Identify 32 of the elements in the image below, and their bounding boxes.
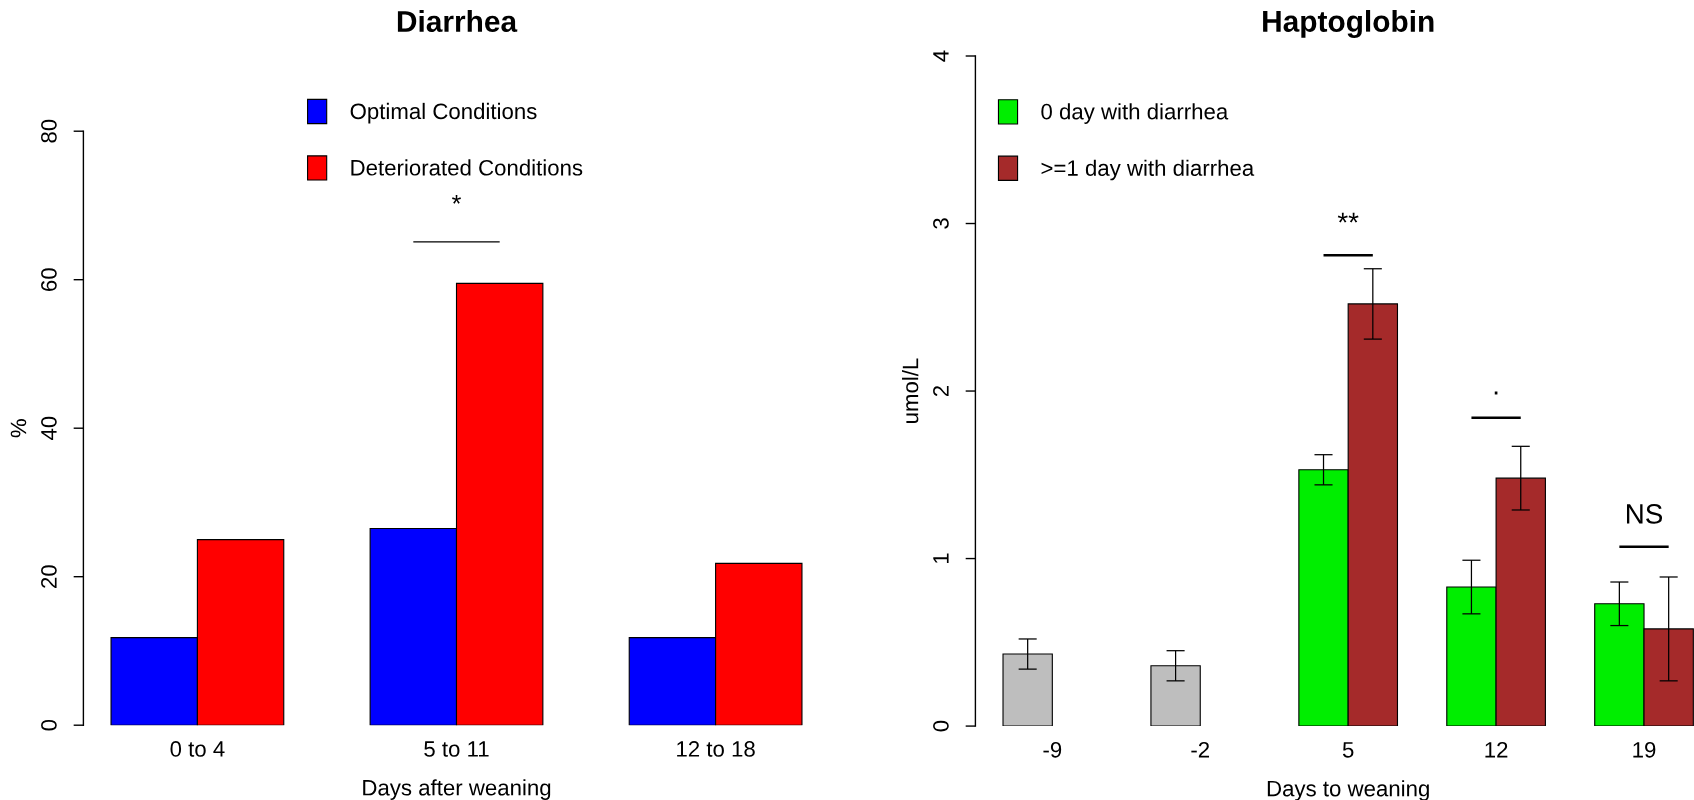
x-axis-title: Days to weaning [1267,780,1429,800]
y-tick-label: 20 [41,565,57,588]
y-tick-label: 3 [933,218,949,229]
legend-label: 0 day with diarrhea [1041,103,1229,124]
legend-label: Deteriorated Conditions [351,159,583,176]
y-tick-label: 80 [41,119,57,143]
x-tick-label: 5 [1342,742,1354,758]
x-tick-label: -9 [1043,741,1062,758]
y-tick-label: 2 [933,385,949,397]
y-tick-label: 40 [41,416,57,441]
annotation: ** [1337,212,1359,223]
x-tick-label: 12 to 18 [677,741,755,757]
y-axis-title: % [10,419,27,438]
annotation: NS [1627,504,1663,524]
y-tick-label: 0 [41,719,57,731]
annotation: . [1494,391,1498,395]
x-tick-label: 12 [1485,741,1508,758]
y-axis-title: umol/L [902,358,919,423]
chart-title: Haptoglobin [1263,10,1434,38]
y-tick-label: 4 [933,50,949,62]
x-tick-label: -2 [1191,741,1210,758]
legend-label: >=1 day with diarrhea [1041,159,1255,181]
annotation: * [452,194,461,204]
y-tick-label: 60 [41,268,57,291]
x-tick-label: 19 [1633,741,1656,758]
legend-label: Optimal Conditions [350,102,537,124]
x-tick-label: 5 to 11 [424,741,489,757]
chart-title: Diarrhea [397,10,518,33]
x-tick-label: 0 to 4 [170,741,225,757]
y-tick-label: 0 [933,720,949,732]
y-tick-label: 1 [933,553,949,564]
x-axis-title: Days after weaning [363,779,551,800]
